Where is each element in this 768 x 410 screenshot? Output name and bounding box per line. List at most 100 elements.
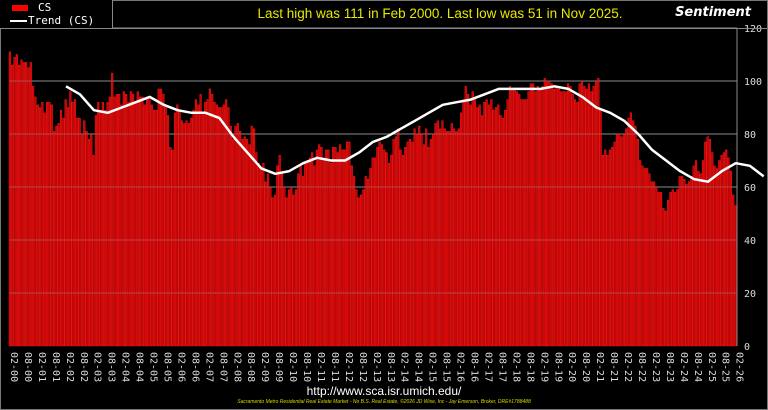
bar (106, 101, 109, 347)
x-tick-label: 08-25 (720, 352, 731, 382)
bar (373, 157, 377, 347)
bar (506, 99, 509, 347)
bar (290, 186, 293, 347)
bar (57, 123, 60, 347)
bar (567, 83, 570, 347)
x-tick-label: 02-10 (287, 352, 298, 382)
bar (662, 207, 665, 347)
bar (664, 210, 667, 347)
bar (111, 72, 114, 347)
bar (243, 136, 246, 347)
x-tick-label: 02-24 (678, 352, 689, 382)
bar (36, 104, 39, 347)
bar (220, 107, 223, 347)
bar (557, 88, 560, 347)
bar (227, 107, 230, 347)
cs-bars (8, 51, 737, 347)
bar (90, 133, 93, 347)
bar (699, 173, 702, 347)
bar (713, 165, 716, 347)
bar (15, 54, 18, 347)
bar (248, 144, 251, 347)
bar (415, 133, 418, 347)
bar (222, 104, 225, 347)
bar (729, 170, 732, 347)
bar (399, 149, 402, 347)
bar (353, 176, 356, 347)
bar (525, 99, 528, 347)
bar (494, 107, 498, 347)
bar (73, 99, 77, 347)
bar (71, 101, 74, 347)
bar (204, 101, 207, 347)
bar (153, 109, 156, 347)
bar (264, 181, 267, 347)
bar (534, 91, 537, 347)
bar (148, 99, 151, 347)
bar (690, 176, 693, 347)
bar (578, 83, 581, 347)
bar (676, 189, 679, 347)
bar (434, 123, 437, 347)
bar (285, 197, 288, 347)
bar (190, 117, 193, 347)
bar (392, 139, 395, 347)
x-tick-label: 02-19 (538, 352, 549, 382)
bar (39, 107, 42, 347)
legend-label-cs: CS (38, 1, 52, 14)
bar (318, 144, 321, 347)
bar (306, 160, 309, 347)
bar (592, 86, 595, 347)
bar (529, 83, 532, 347)
bar (383, 149, 386, 347)
bar (78, 117, 81, 347)
bar (246, 139, 249, 347)
bar (532, 83, 535, 347)
bar (711, 152, 714, 347)
bar (455, 131, 458, 347)
source-url: http://www.sca.isr.umich.edu/ (306, 384, 462, 398)
bar (680, 176, 684, 347)
bar (250, 125, 253, 347)
bar (94, 115, 97, 347)
bar (164, 107, 167, 347)
bar (129, 91, 132, 347)
x-tick-label: 08-22 (636, 352, 647, 382)
x-tick-label: 08-23 (664, 352, 675, 382)
x-tick-label: 08-02 (78, 352, 89, 382)
bar (608, 149, 612, 347)
bar (569, 86, 572, 347)
bar (720, 154, 723, 347)
bar (213, 101, 216, 347)
bar (201, 112, 204, 347)
legend-item-trend: Trend (CS) (10, 14, 94, 27)
bar (136, 91, 139, 347)
bar (329, 162, 332, 347)
bar (401, 154, 404, 347)
bar (432, 133, 435, 347)
bar (273, 194, 277, 347)
x-tick-label: 02-26 (734, 352, 745, 382)
bar (85, 131, 88, 347)
bar (520, 99, 523, 347)
bar (636, 139, 639, 347)
bar (397, 128, 400, 347)
bar (701, 160, 705, 347)
bar (480, 115, 484, 347)
x-tick-label: 08-05 (162, 352, 173, 382)
bar (97, 101, 100, 347)
bar (239, 131, 242, 347)
x-tick-label: 08-04 (134, 352, 145, 382)
bar (671, 189, 674, 347)
bar (615, 133, 618, 347)
bar (653, 181, 656, 347)
bar-swatch-icon (12, 4, 28, 11)
x-tick-label: 08-07 (217, 352, 228, 382)
bar (571, 94, 574, 347)
bar (687, 181, 691, 347)
bar (276, 165, 279, 347)
x-tick-label: 02-05 (148, 352, 159, 382)
bar (287, 189, 291, 347)
bar (18, 64, 21, 347)
bar (157, 88, 160, 347)
